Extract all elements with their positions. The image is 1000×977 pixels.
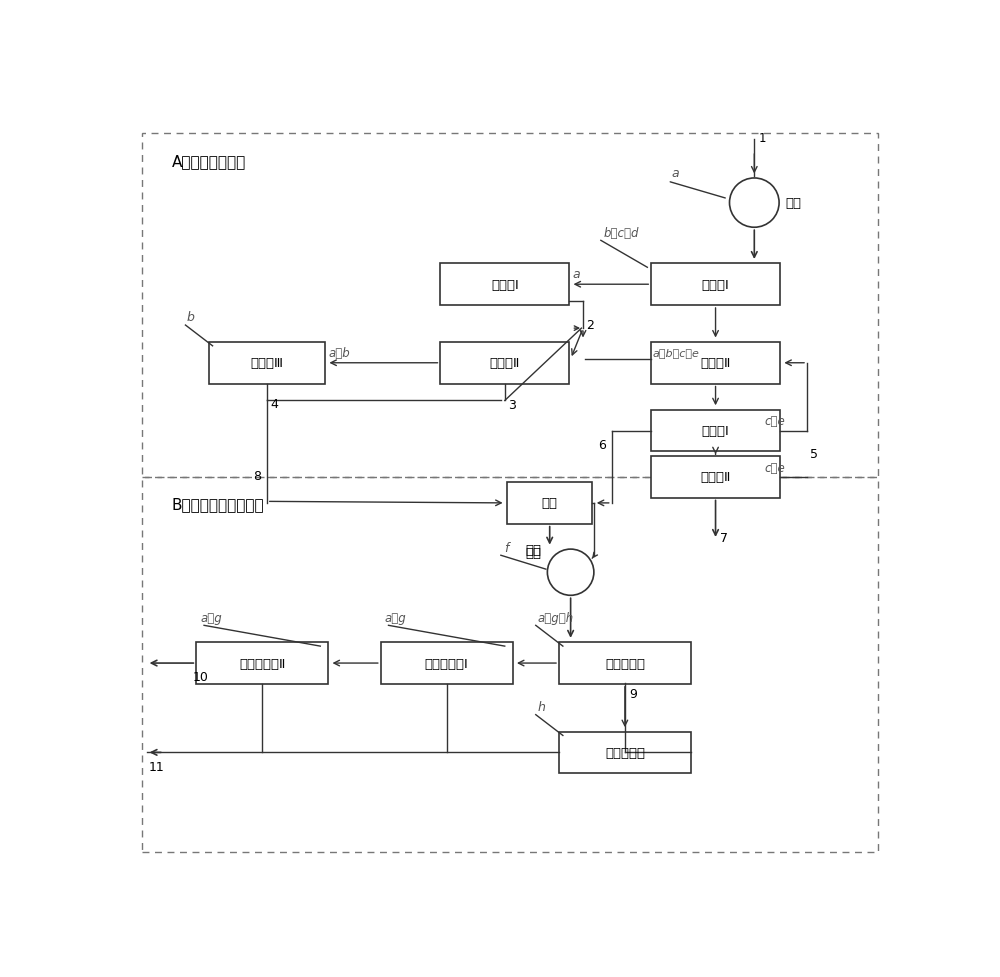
Text: a，b，c，e: a，b，c，e bbox=[653, 347, 700, 358]
Text: 铜精选Ⅲ: 铜精选Ⅲ bbox=[250, 357, 283, 370]
Bar bbox=[559, 643, 691, 684]
Bar bbox=[440, 264, 569, 306]
Text: 砷分离精选Ⅰ: 砷分离精选Ⅰ bbox=[425, 657, 468, 670]
Text: 4: 4 bbox=[270, 398, 278, 410]
Text: B：铜精矿氧化法脱砷: B：铜精矿氧化法脱砷 bbox=[172, 496, 264, 512]
Text: 浓缩: 浓缩 bbox=[542, 497, 558, 510]
Bar bbox=[651, 410, 780, 451]
Text: 砷分离扫选: 砷分离扫选 bbox=[605, 746, 645, 759]
Text: a，g，h: a，g，h bbox=[537, 612, 574, 624]
Bar bbox=[559, 732, 691, 774]
Text: 3: 3 bbox=[508, 399, 516, 411]
Text: 6: 6 bbox=[598, 439, 606, 451]
Text: c，e: c，e bbox=[764, 415, 785, 428]
Text: 铜扫选Ⅰ: 铜扫选Ⅰ bbox=[702, 425, 729, 438]
Text: 铜扫选Ⅱ: 铜扫选Ⅱ bbox=[700, 471, 731, 484]
Bar bbox=[142, 477, 878, 853]
Bar bbox=[507, 483, 592, 524]
Text: 5: 5 bbox=[810, 447, 818, 460]
Bar bbox=[440, 343, 569, 384]
Text: 铜粗选Ⅰ: 铜粗选Ⅰ bbox=[702, 278, 729, 291]
Text: 10: 10 bbox=[192, 671, 208, 684]
Text: a，b: a，b bbox=[328, 347, 350, 360]
Text: 铜精选Ⅰ: 铜精选Ⅰ bbox=[491, 278, 519, 291]
Bar bbox=[651, 343, 780, 384]
Text: 8: 8 bbox=[253, 469, 261, 483]
Bar bbox=[209, 343, 325, 384]
Text: a: a bbox=[671, 167, 679, 181]
Text: h: h bbox=[537, 701, 545, 713]
Text: a，g: a，g bbox=[385, 612, 406, 624]
Text: 2: 2 bbox=[586, 319, 594, 331]
Text: b，c，d: b，c，d bbox=[603, 227, 639, 239]
Text: A：分步优先选铜: A：分步优先选铜 bbox=[172, 154, 246, 169]
Bar bbox=[196, 643, 328, 684]
Text: f: f bbox=[504, 541, 508, 554]
Text: 磨矿: 磨矿 bbox=[525, 543, 541, 556]
Bar bbox=[142, 134, 878, 477]
Bar bbox=[381, 643, 512, 684]
Text: 9: 9 bbox=[629, 687, 637, 700]
Text: 磨矿: 磨矿 bbox=[525, 547, 541, 560]
Text: c，e: c，e bbox=[764, 461, 785, 474]
Text: 砷分离精选Ⅱ: 砷分离精选Ⅱ bbox=[239, 657, 285, 670]
Text: a: a bbox=[573, 268, 581, 281]
Text: 铜粗选Ⅱ: 铜粗选Ⅱ bbox=[700, 357, 731, 370]
Text: 7: 7 bbox=[720, 531, 728, 544]
Text: 砷分离粗选: 砷分离粗选 bbox=[605, 657, 645, 670]
Text: 11: 11 bbox=[148, 760, 164, 773]
Text: a，g: a，g bbox=[200, 612, 222, 624]
Text: 铜精选Ⅱ: 铜精选Ⅱ bbox=[490, 357, 520, 370]
Text: 1: 1 bbox=[758, 132, 766, 146]
Bar bbox=[651, 264, 780, 306]
Text: 磨矿: 磨矿 bbox=[785, 197, 801, 210]
Text: b: b bbox=[187, 311, 195, 324]
Bar bbox=[651, 456, 780, 498]
